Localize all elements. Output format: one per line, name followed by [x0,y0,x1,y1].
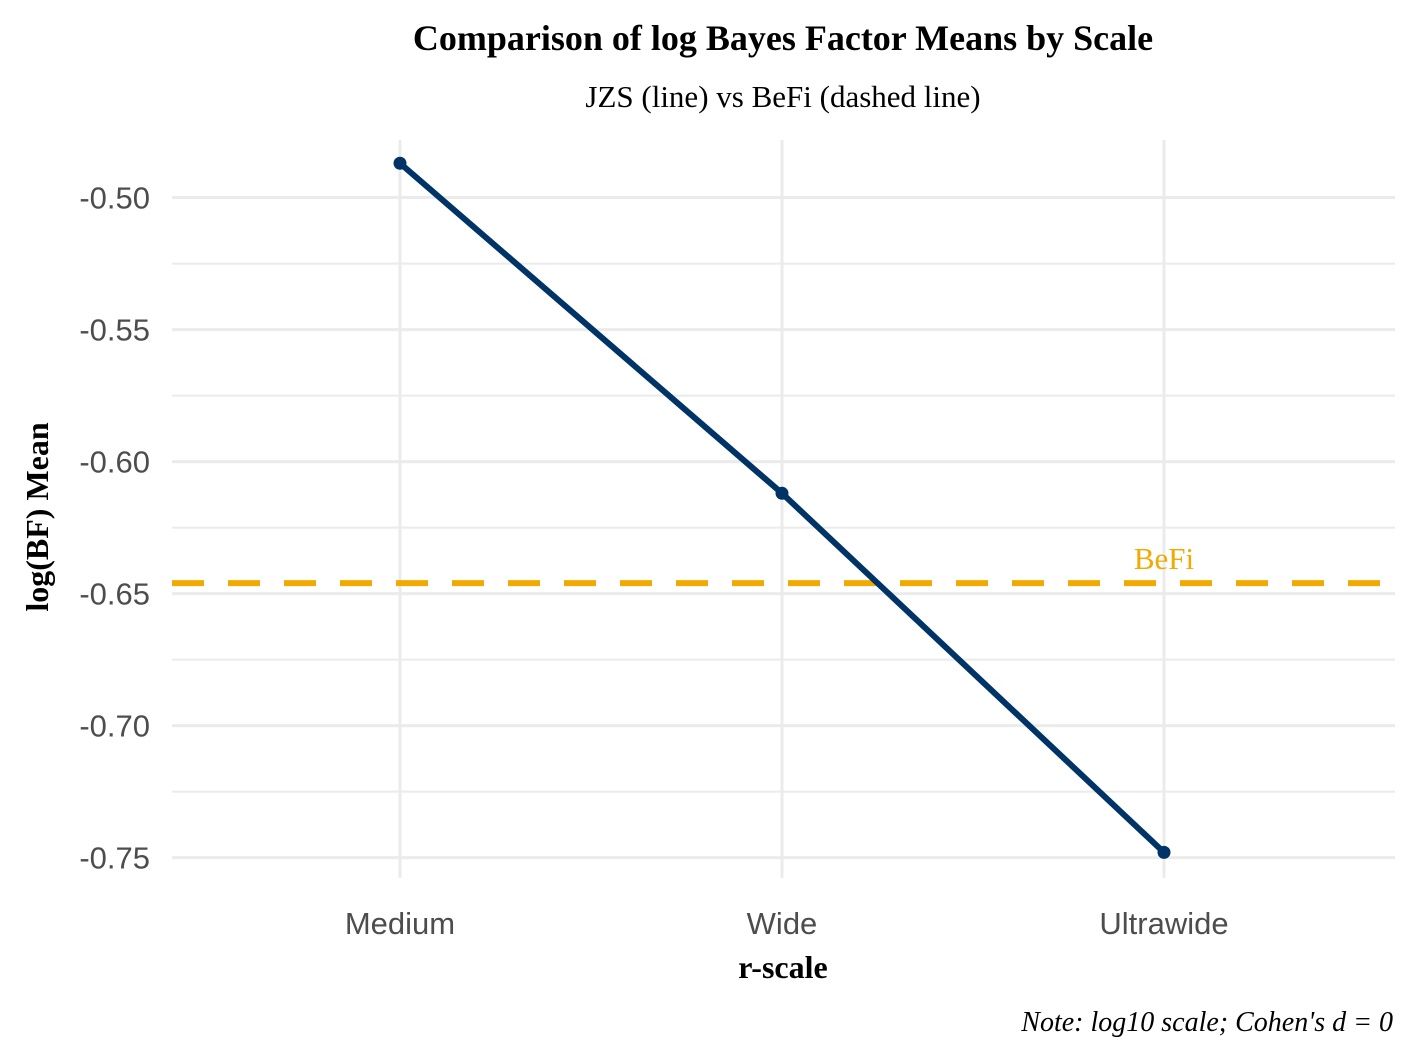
x-tick-label: Medium [345,906,455,941]
x-axis-label: r-scale [738,949,827,985]
jzs-data-point [775,486,789,500]
y-tick-label: -0.60 [79,445,150,480]
x-tick-label: Ultrawide [1099,906,1228,941]
y-axis-label: log(BF) Mean [19,422,55,612]
chart-caption: Note: log10 scale; Cohen's d = 0 [1020,1007,1393,1038]
reference-line-layer: BeFi [172,541,1395,587]
chart-subtitle: JZS (line) vs BeFi (dashed line) [585,79,980,114]
series-layer [393,156,1171,859]
x-tick-labels: Medium Wide Ultrawide [345,906,1229,941]
y-tick-label: -0.65 [79,577,150,612]
jzs-data-point [1157,845,1171,859]
chart-title: Comparison of log Bayes Factor Means by … [413,18,1153,58]
x-tick-label: Wide [747,906,818,941]
major-gridlines [172,140,1395,878]
y-tick-labels: -0.50 -0.55 -0.60 -0.65 -0.70 -0.75 [79,181,150,876]
jzs-data-point [393,156,407,170]
befi-reference-label: BeFi [1134,541,1195,576]
y-tick-label: -0.75 [79,841,150,876]
y-tick-label: -0.55 [79,313,150,348]
y-tick-label: -0.50 [79,181,150,216]
y-tick-label: -0.70 [79,709,150,744]
